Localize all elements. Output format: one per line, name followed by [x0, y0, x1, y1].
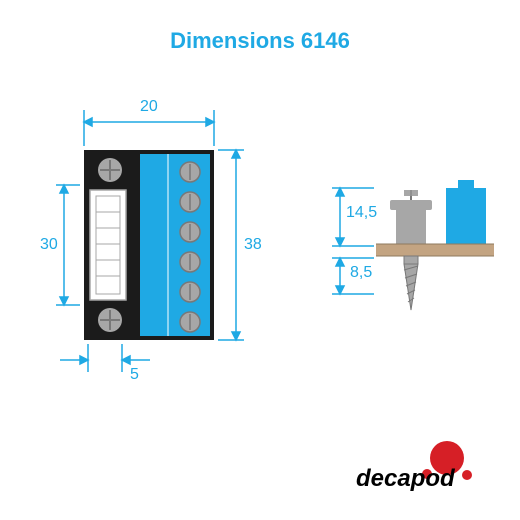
dim-top-20: 20 — [140, 98, 158, 116]
right-view-drawing — [318, 160, 508, 340]
page-title: Dimensions 6146 — [0, 28, 520, 54]
dim-8-5: 8,5 — [350, 264, 372, 282]
dim-right-38: 38 — [244, 236, 262, 254]
logo-text: decapod — [356, 465, 456, 492]
dim-left-30: 30 — [40, 236, 58, 254]
decapod-logo: decapod — [344, 440, 484, 500]
dim-bottom-5: 5 — [130, 366, 139, 384]
dim-14-5: 14,5 — [346, 204, 377, 222]
